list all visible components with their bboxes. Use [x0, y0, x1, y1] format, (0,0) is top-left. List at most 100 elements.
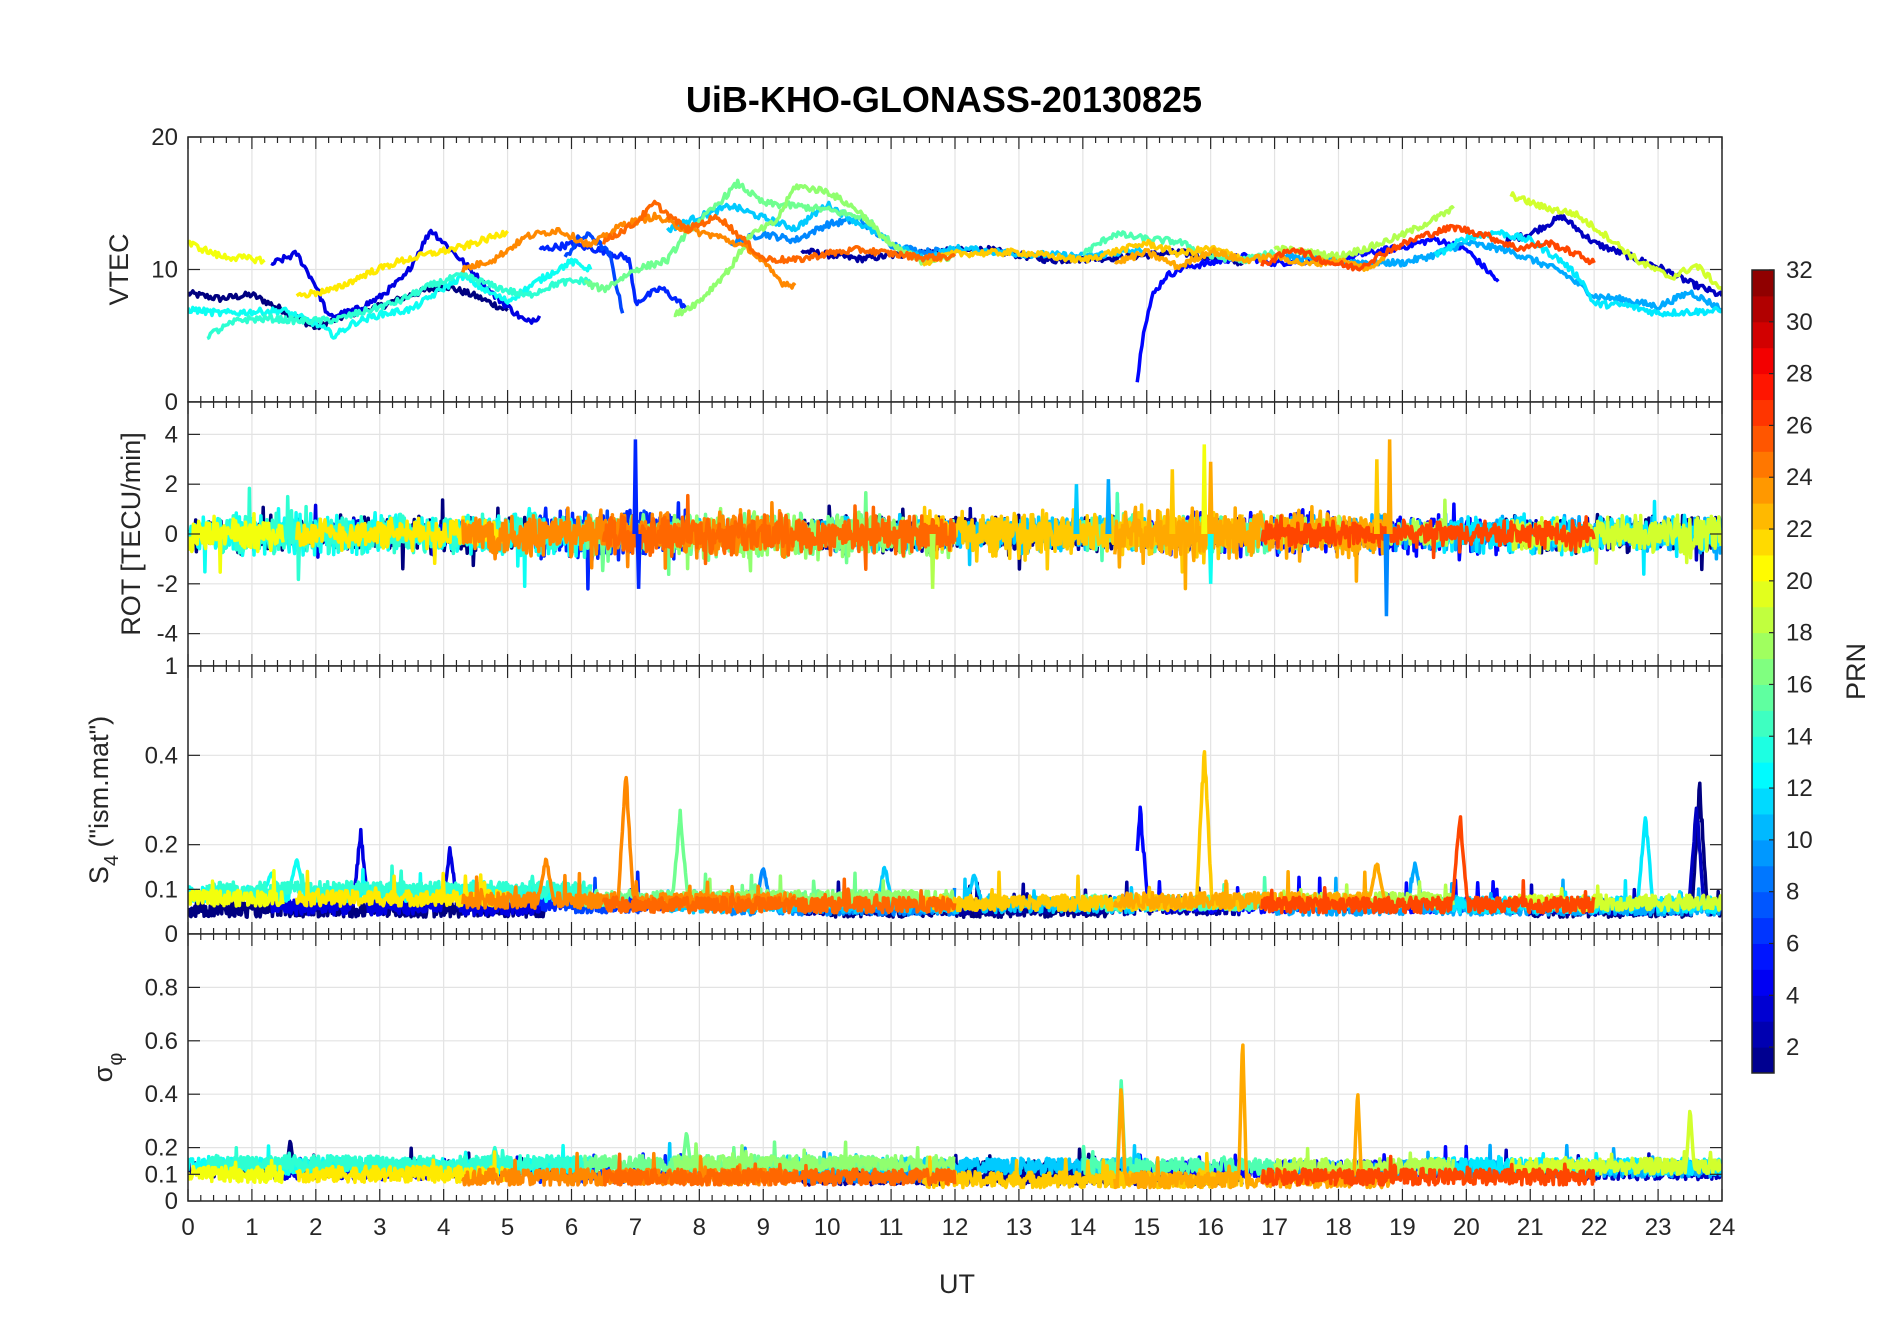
x-tick-label: 2 [309, 1214, 322, 1241]
vtec-line-prn-4 [270, 228, 542, 325]
x-tick-label: 14 [1069, 1214, 1096, 1241]
vtec-line-prn-23 [1114, 247, 1391, 272]
y-tick-label: 0.1 [145, 1161, 178, 1188]
colorbar-swatch [1752, 632, 1774, 660]
x-tick-label: 22 [1581, 1214, 1608, 1241]
x-tick-label: 17 [1261, 1214, 1288, 1241]
colorbar-swatch [1752, 529, 1774, 556]
rot-spike [1073, 484, 1080, 535]
colorbar-swatch [1752, 295, 1774, 323]
colorbar-swatch [1752, 969, 1774, 996]
y-axis-label: S4 ("ism.mat") [84, 716, 123, 884]
rot-line-prn-25 [601, 493, 957, 571]
colorbar-swatch [1752, 813, 1774, 841]
y-tick-label: 1 [165, 653, 178, 680]
y-tick-label: 0.4 [145, 1081, 178, 1108]
s4-line-prn-26 [1260, 815, 1596, 915]
colorbar-tick-label: 4 [1786, 982, 1799, 1009]
colorbar-swatch [1752, 399, 1774, 426]
y-tick-label: 0.1 [145, 876, 178, 903]
colorbar-frame [1751, 269, 1775, 1074]
colorbar-swatch [1752, 865, 1774, 893]
x-tick-label: 4 [437, 1214, 450, 1241]
colorbar-label: PRN [1841, 643, 1871, 700]
colorbar-swatch [1752, 1047, 1774, 1074]
rot-line-prn-26 [1260, 514, 1596, 560]
x-tick-label: 1 [245, 1214, 258, 1241]
colorbar-swatch [1752, 270, 1774, 297]
rot-line-prn-20 [188, 512, 285, 574]
x-tick-label: 5 [501, 1214, 514, 1241]
y-tick-label: 0 [165, 1188, 178, 1215]
y-tick-label: -4 [157, 621, 178, 648]
vtec-line-prn-20 [188, 239, 266, 265]
rot-line-prn-24 [461, 501, 797, 570]
rot-spike [1373, 459, 1380, 535]
colorbar-tick-label: 26 [1786, 412, 1813, 439]
y-axis-label: σφ [88, 1053, 127, 1083]
colorbar-tick-label: 8 [1786, 879, 1799, 906]
x-tick-label: 16 [1197, 1214, 1224, 1241]
vtec-line-prn-26 [1260, 223, 1596, 272]
y-tick-label: 0 [165, 389, 178, 416]
colorbar-swatch [1752, 373, 1774, 401]
colorbar-tick-label: 2 [1786, 1034, 1799, 1061]
colorbar-swatch [1752, 1021, 1774, 1048]
colorbar-swatch [1752, 606, 1774, 634]
x-tick-label: 15 [1133, 1214, 1160, 1241]
sigma-phi-line-prn-20 [188, 1158, 285, 1185]
series-group [188, 750, 1722, 919]
y-tick-label: 2 [165, 471, 178, 498]
y-tick-label: 20 [151, 124, 178, 151]
x-tick-label: 13 [1006, 1214, 1033, 1241]
y-tick-label: 0.6 [145, 1028, 178, 1055]
colorbar-swatch [1752, 788, 1774, 815]
sigma-phi-line-prn-19 [1509, 1109, 1722, 1177]
y-tick-label: 0 [165, 921, 178, 948]
sigma-phi-line-prn-15 [1081, 1079, 1276, 1177]
y-tick-label: 0.2 [145, 832, 178, 859]
colorbar-swatch [1752, 995, 1774, 1022]
y-axis-label: VTEC [104, 233, 134, 305]
colorbar-swatch [1752, 347, 1774, 375]
colorbar-swatch [1752, 503, 1774, 530]
x-tick-label: 21 [1517, 1214, 1544, 1241]
x-tick-label: 12 [942, 1214, 969, 1241]
x-tick-label: 23 [1645, 1214, 1672, 1241]
sigma-phi-line-prn-26 [1260, 1154, 1596, 1187]
vtec-line-prn-21 [295, 229, 509, 299]
y-tick-label: 0.2 [145, 1135, 178, 1162]
rot-spike [632, 439, 639, 535]
x-tick-label: 8 [693, 1214, 706, 1241]
sigma-phi-line-prn-25 [601, 1152, 957, 1187]
s4-line-prn-25 [601, 877, 957, 915]
y-tick-label: 4 [165, 421, 178, 448]
colorbar-tick-label: 24 [1786, 464, 1813, 491]
colorbar-swatch [1752, 554, 1774, 582]
y-tick-label: 0.8 [145, 974, 178, 1001]
panel-vtec: 0 10 20 VTEC [104, 124, 1723, 416]
rot-spike [1207, 461, 1214, 535]
colorbar-swatch [1752, 451, 1774, 478]
colorbar-tick-label: 10 [1786, 827, 1813, 854]
colorbar-tick-label: 6 [1786, 930, 1799, 957]
vtec-line-prn-14 [206, 269, 592, 341]
colorbar-swatch [1752, 425, 1774, 452]
colorbar-swatch [1752, 684, 1774, 711]
sigma-phi-line-prn-14 [205, 1145, 593, 1174]
y-tick-label: -2 [157, 571, 178, 598]
series-group [188, 1043, 1722, 1190]
vtec-line-prn-3 [1503, 213, 1722, 298]
colorbar-tick-label: 14 [1786, 723, 1813, 750]
series-group [188, 178, 1722, 383]
x-tick-label: 0 [181, 1214, 194, 1241]
vtec-line-prn-13 [188, 257, 593, 340]
rot-spike [1201, 444, 1208, 535]
x-tick-label: 7 [629, 1214, 642, 1241]
colorbar-swatch [1752, 891, 1774, 919]
colorbar-tick-label: 22 [1786, 516, 1813, 543]
x-tick-label: 19 [1389, 1214, 1416, 1241]
